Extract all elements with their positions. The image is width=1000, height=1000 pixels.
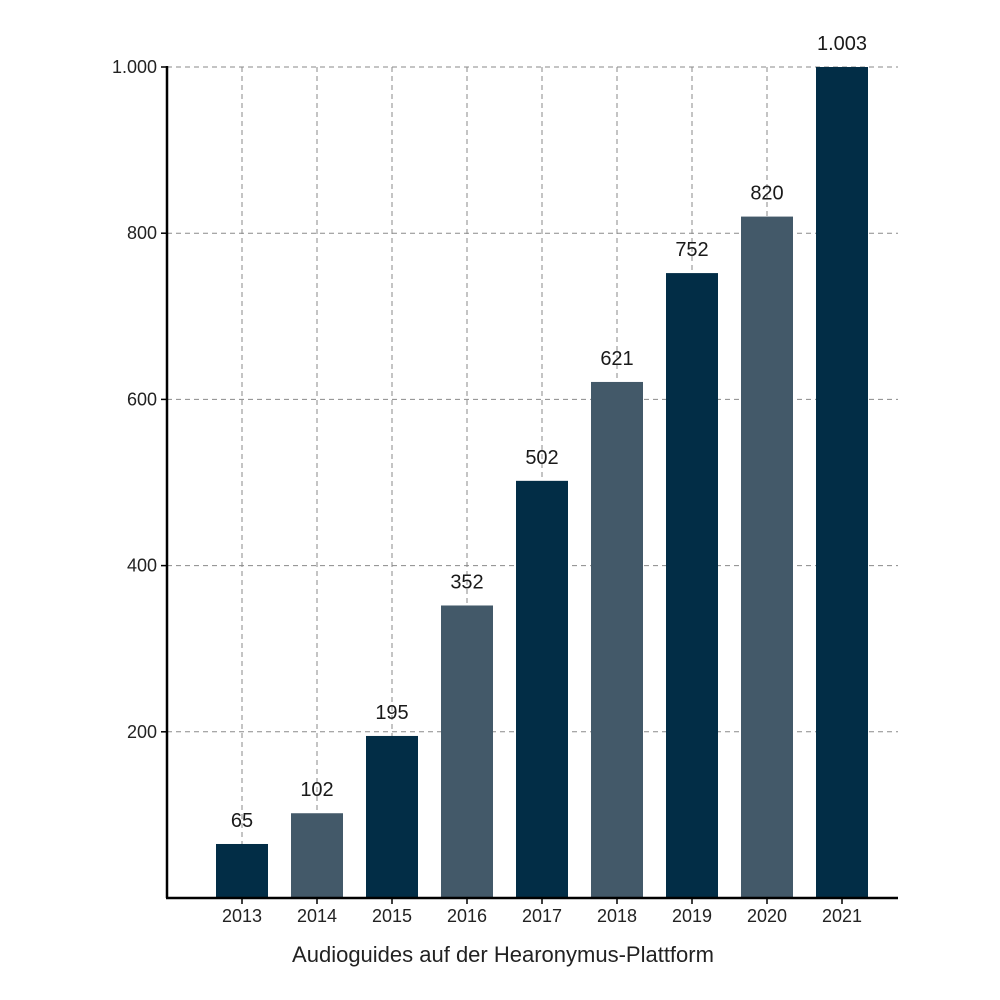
x-axis-title: Audioguides auf der Hearonymus-Plattform bbox=[292, 942, 714, 967]
bar-2014 bbox=[291, 813, 343, 898]
y-tick-label: 400 bbox=[127, 556, 157, 576]
y-tick-label: 600 bbox=[127, 389, 157, 409]
data-label-2017: 502 bbox=[525, 447, 558, 469]
x-tick-label: 2014 bbox=[297, 906, 337, 926]
data-labels: 65 102 195 352 502 621 752 820 1.003 bbox=[231, 33, 867, 832]
bars bbox=[216, 67, 868, 899]
y-tick-labels: 200 400 600 800 1.000 bbox=[112, 57, 167, 742]
y-tick-label: 800 bbox=[127, 223, 157, 243]
bar-2013 bbox=[216, 843, 268, 898]
x-tick-label: 2017 bbox=[522, 906, 562, 926]
data-label-2018: 621 bbox=[600, 348, 633, 370]
data-label-2014: 102 bbox=[300, 779, 333, 801]
bar-2015 bbox=[366, 735, 418, 898]
data-label-2015: 195 bbox=[375, 702, 408, 724]
x-tick-label: 2015 bbox=[372, 906, 412, 926]
x-tick-label: 2020 bbox=[747, 906, 787, 926]
y-tick-label: 1.000 bbox=[112, 57, 157, 77]
bar-2016 bbox=[441, 605, 493, 898]
data-label-2013: 65 bbox=[231, 810, 253, 832]
bar-2019 bbox=[666, 273, 718, 898]
data-label-2020: 820 bbox=[750, 183, 783, 205]
y-tick-label: 200 bbox=[127, 722, 157, 742]
data-label-2021: 1.003 bbox=[817, 33, 867, 55]
bar-2021 bbox=[816, 67, 868, 898]
bar-2020 bbox=[741, 216, 793, 898]
x-tick-label: 2021 bbox=[822, 906, 862, 926]
data-label-2016: 352 bbox=[450, 571, 483, 593]
x-tick-label: 2013 bbox=[222, 906, 262, 926]
bar-2018 bbox=[591, 381, 643, 899]
x-tick-labels: 2013 2014 2015 2016 2017 2018 2019 2020 2021 bbox=[222, 898, 862, 926]
data-label-2019: 752 bbox=[675, 239, 708, 261]
x-tick-label: 2019 bbox=[672, 906, 712, 926]
x-tick-label: 2018 bbox=[597, 906, 637, 926]
axes bbox=[165, 66, 898, 900]
bar-2017 bbox=[516, 480, 568, 898]
x-tick-label: 2016 bbox=[447, 906, 487, 926]
